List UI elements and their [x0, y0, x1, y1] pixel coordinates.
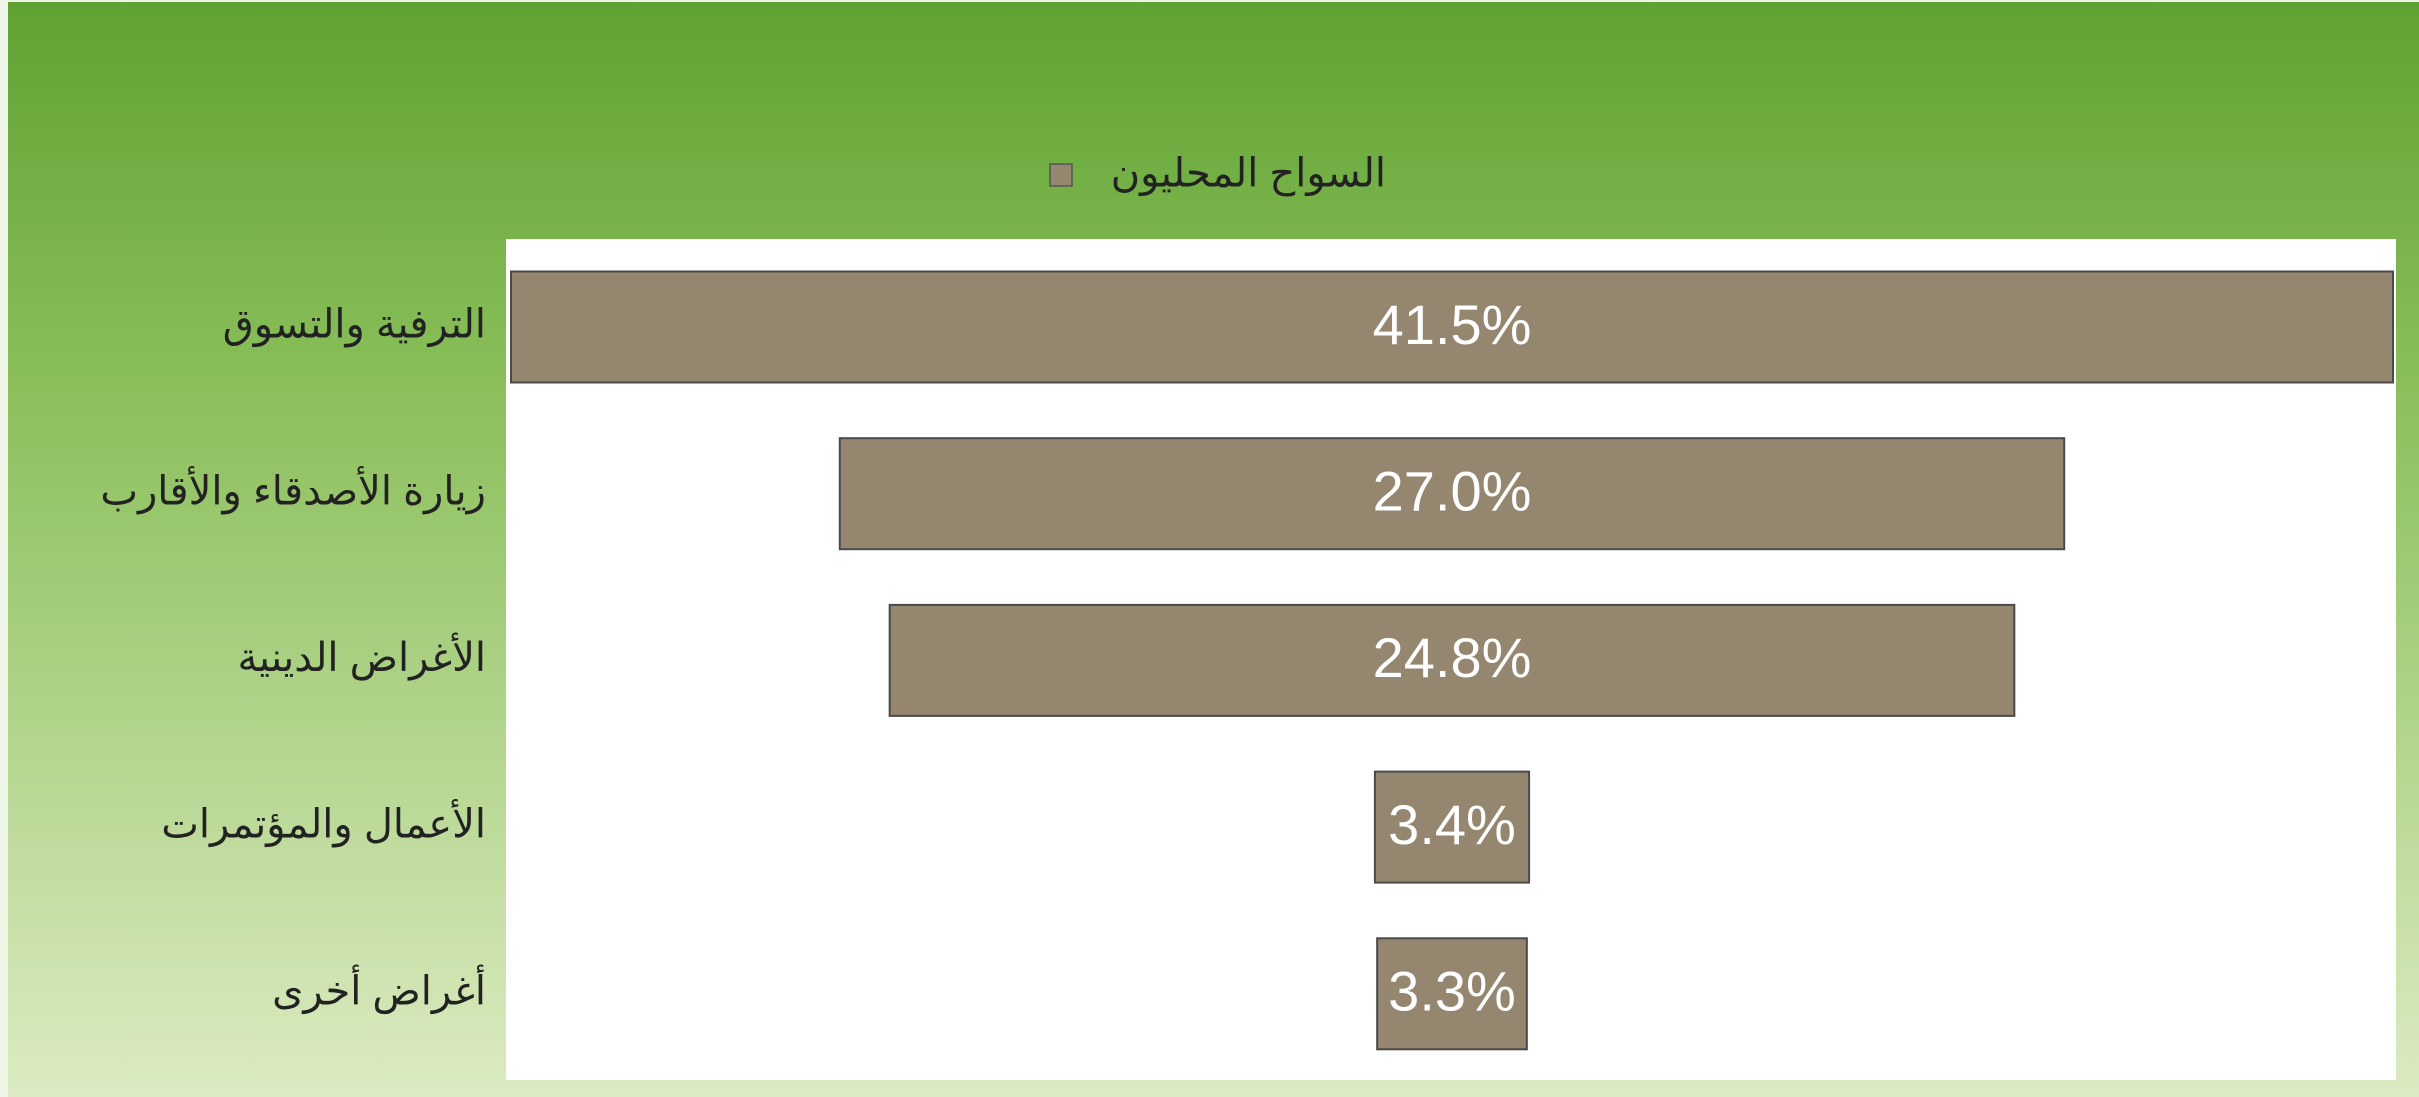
funnel-bar: [888, 603, 2016, 717]
funnel-bar: [510, 270, 2394, 384]
funnel-bar: [838, 437, 2066, 551]
category-label: الأعمال والمؤتمرات: [161, 799, 486, 848]
funnel-bar: [1376, 937, 1528, 1051]
category-label: زيارة الأصدقاء والأقارب: [100, 465, 486, 514]
category-label: أغراض أخرى: [272, 964, 486, 1014]
legend-marker: [1049, 163, 1073, 187]
legend-label: السواح المحليون: [1111, 152, 1386, 197]
funnel-bar: [1373, 770, 1531, 884]
value-label: 3.4%: [1388, 793, 1516, 856]
value-label: 3.3%: [1388, 960, 1516, 1023]
value-label: 27.0%: [1373, 459, 1532, 522]
value-label: 24.8%: [1373, 626, 1532, 689]
category-label: الأغراض الدينية: [237, 632, 486, 681]
value-label: 41.5%: [1373, 293, 1532, 356]
category-label: الترفية والتسوق: [223, 303, 486, 348]
